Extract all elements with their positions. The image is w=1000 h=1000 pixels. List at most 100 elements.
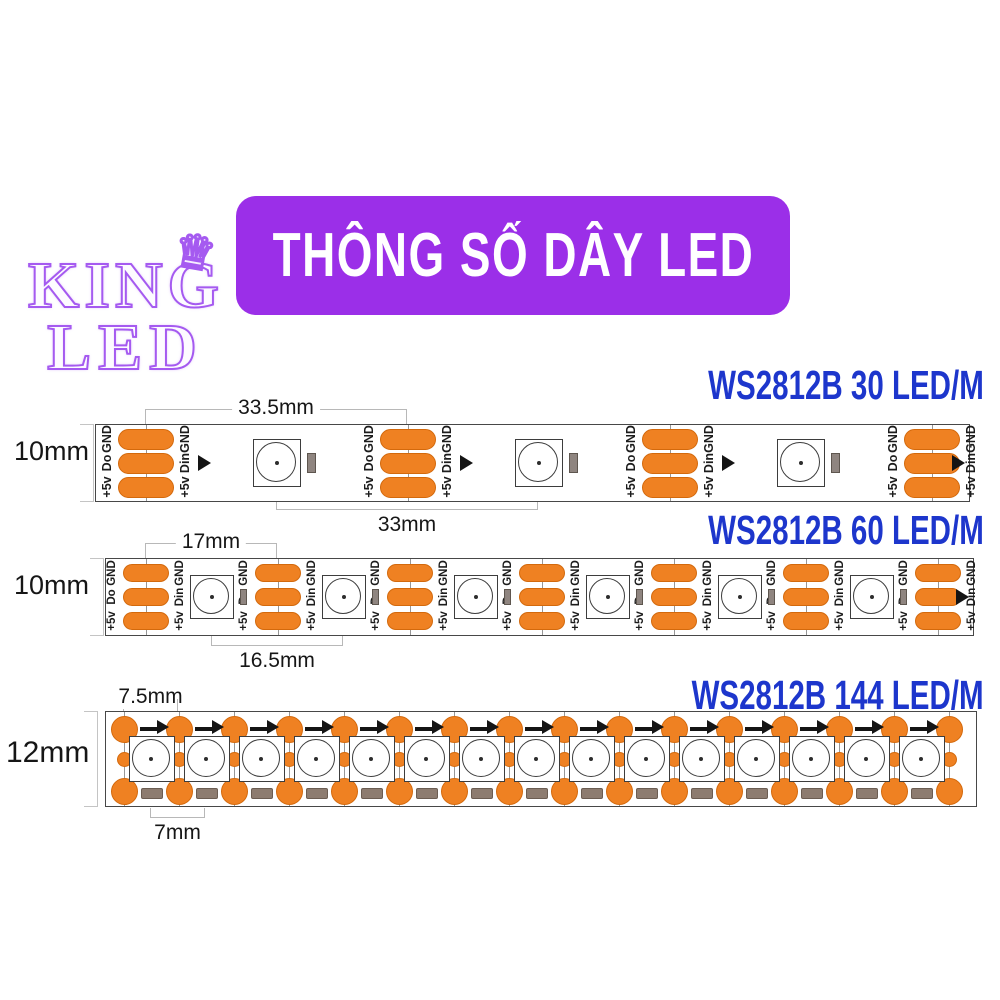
led-chip — [586, 575, 630, 619]
solder-pad — [651, 564, 697, 582]
pad-label-right: Din — [702, 452, 716, 474]
solder-pad — [519, 588, 565, 606]
bottom-pad-rect — [525, 787, 548, 799]
led-die — [644, 756, 648, 761]
pad-label-right: GND — [178, 425, 192, 453]
pad-dot-large — [165, 777, 193, 805]
pad-dot-large — [880, 777, 908, 805]
pad-label-left: Do — [624, 454, 638, 472]
pad-dot-large — [770, 777, 798, 805]
pad-label-left: +5v — [898, 611, 910, 631]
solder-pad — [123, 564, 169, 582]
led-chip — [678, 736, 725, 782]
pad-label-right: Din — [570, 587, 582, 607]
led-chip — [128, 736, 175, 782]
solder-pad — [255, 588, 301, 606]
dimension-line: 7mm — [148, 808, 207, 845]
led-die — [809, 756, 813, 761]
flow-arrow-icon — [157, 720, 169, 734]
solder-pad — [651, 588, 697, 606]
resistor-chip — [307, 453, 316, 473]
flow-arrow-icon — [250, 727, 268, 731]
resistor-chip — [240, 589, 247, 605]
led-chip — [190, 575, 234, 619]
pad-dot-large — [110, 777, 138, 805]
dimension-label: 7mm — [148, 821, 207, 845]
pad-dot-large — [550, 777, 578, 805]
led-die — [209, 594, 214, 599]
flow-arrow-icon — [195, 727, 213, 731]
solder-pad — [642, 452, 698, 474]
solder-pad — [387, 564, 433, 582]
led-chip — [348, 736, 395, 782]
led-die — [589, 756, 593, 761]
solder-pad — [783, 564, 829, 582]
solder-pad — [519, 612, 565, 630]
pad-dot-large — [220, 777, 248, 805]
pad-dot-large — [605, 777, 633, 805]
dimension-label: 7.5mm — [112, 685, 189, 709]
flow-arrow-icon — [377, 720, 389, 734]
led-chip — [718, 575, 762, 619]
pad-label-right: Din — [440, 452, 454, 474]
solder-pad — [387, 588, 433, 606]
pad-dot-large — [660, 715, 688, 743]
pad-label-left: +5v — [238, 611, 250, 631]
led-chip — [788, 736, 835, 782]
resistor-chip — [768, 589, 775, 605]
data-flow-arrow-icon — [722, 455, 735, 471]
dimension-label: 17mm — [175, 530, 247, 554]
pad-label-left: Do — [106, 589, 118, 605]
resistor-chip — [372, 589, 379, 605]
pad-label-left: +5v — [362, 476, 376, 498]
solder-pad — [915, 612, 961, 630]
resistor-chip — [636, 589, 643, 605]
pad-dot-large — [660, 777, 688, 805]
pad-label-right: Din — [438, 587, 450, 607]
pad-label-right: GND — [440, 425, 454, 453]
solder-pad — [380, 476, 436, 498]
pad-dot-large — [440, 777, 468, 805]
flow-arrow-icon — [927, 720, 939, 734]
pad-label-right: +5v — [964, 476, 978, 498]
brand-logo: ♛ KING LED — [27, 223, 223, 381]
strip-title-30ledm: WS2812B 30 LED/M — [708, 362, 984, 408]
bottom-pad-rect — [360, 787, 383, 799]
flow-arrow-icon — [635, 727, 653, 731]
led-die — [259, 756, 263, 761]
strip-width-label: 12mm — [6, 736, 90, 769]
led-die — [754, 756, 758, 761]
pad-label-right: +5v — [570, 611, 582, 631]
solder-pad — [783, 612, 829, 630]
led-die — [737, 594, 742, 599]
pad-dot-large — [330, 777, 358, 805]
resistor-chip — [831, 453, 840, 473]
flow-arrow-icon — [597, 720, 609, 734]
led-chip — [183, 736, 230, 782]
bottom-pad-rect — [635, 787, 658, 799]
pad-label-left: GND — [362, 425, 376, 453]
bottom-pad-rect — [910, 787, 933, 799]
pad-label-left: Do — [362, 454, 376, 472]
flow-arrow-icon — [360, 727, 378, 731]
data-flow-arrow-icon — [460, 455, 473, 471]
led-die — [919, 756, 923, 761]
flow-arrow-icon — [855, 727, 873, 731]
led-chip — [568, 736, 615, 782]
flow-arrow-icon — [470, 727, 488, 731]
pad-label-left: +5v — [100, 476, 114, 498]
solder-pad — [915, 588, 961, 606]
solder-pad — [380, 428, 436, 450]
page-title: THÔNG SỐ DÂY LED — [272, 221, 754, 290]
bottom-pad-rect — [250, 787, 273, 799]
resistor-chip — [504, 589, 511, 605]
pad-label-right: +5v — [702, 476, 716, 498]
dimension-label: 33mm — [371, 513, 443, 537]
pad-label-right: Din — [178, 452, 192, 474]
pad-label-right: GND — [570, 560, 582, 586]
flow-arrow-icon — [800, 727, 818, 731]
led-chip — [238, 736, 285, 782]
pad-label-right: GND — [702, 560, 714, 586]
pad-label-right: GND — [174, 560, 186, 586]
pad-label-right: +5v — [438, 611, 450, 631]
